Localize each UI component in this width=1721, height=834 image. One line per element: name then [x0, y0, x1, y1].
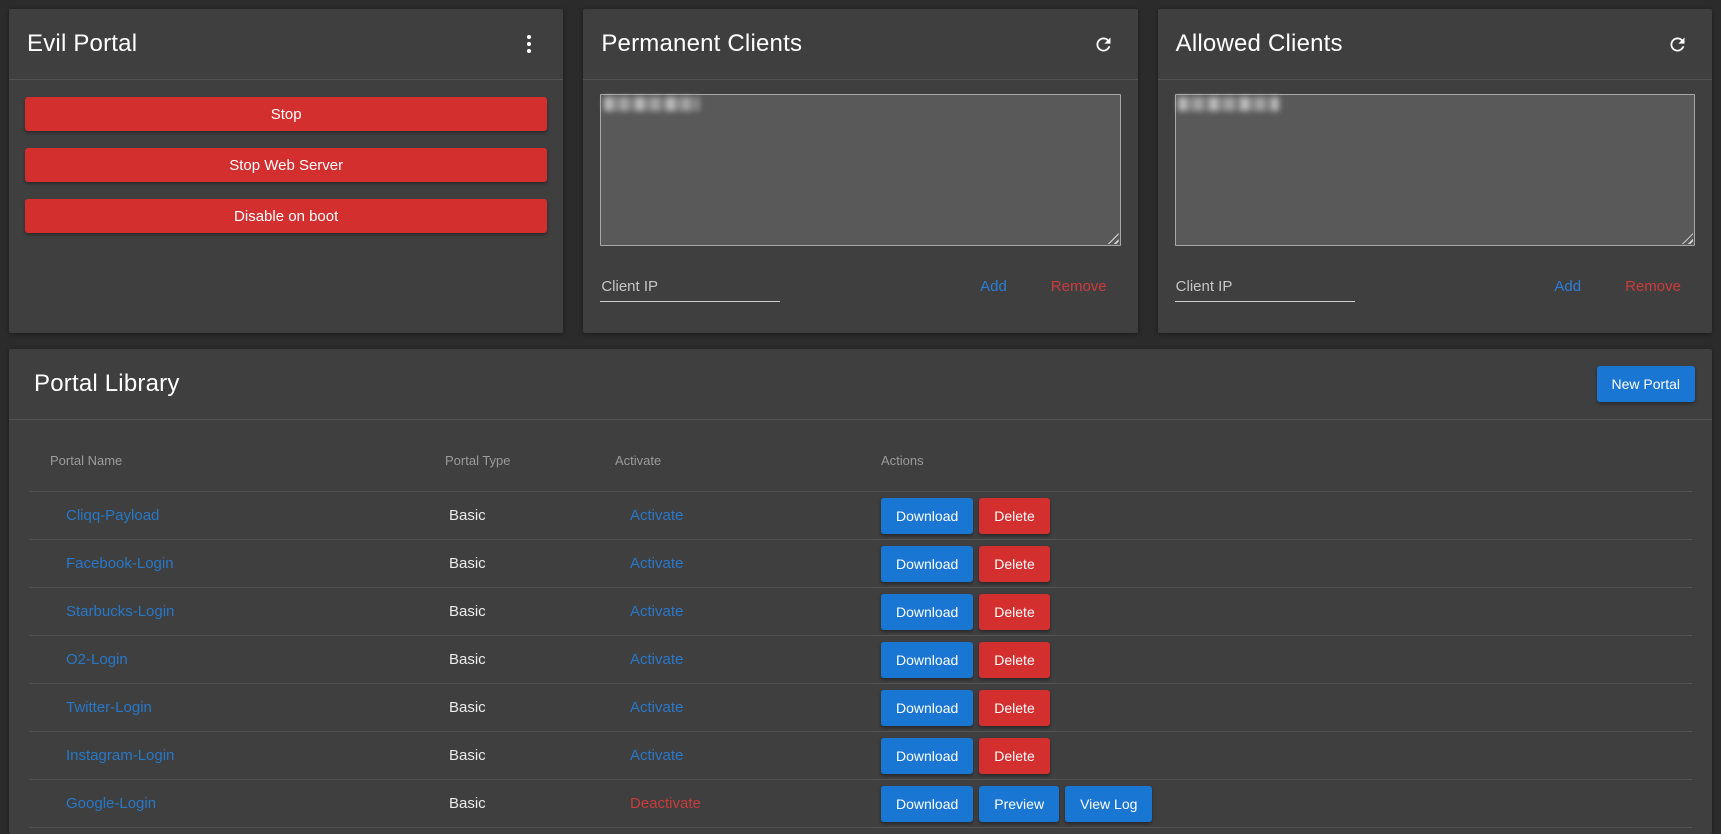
actions-cell: Download Preview View Log — [881, 785, 1692, 822]
actions-cell: Download Delete — [881, 593, 1692, 630]
table-row: Instagram-Login Basic Activate Download D… — [29, 732, 1692, 780]
portal-type-cell: Basic — [449, 507, 486, 524]
evil-portal-header: Evil Portal — [9, 9, 564, 80]
portal-type-cell: Basic — [449, 747, 486, 764]
portal-type-cell: Basic — [449, 795, 486, 812]
download-button[interactable]: Download — [881, 737, 974, 774]
table-row: Twitter-Login Basic Activate Download Del… — [29, 684, 1692, 732]
portal-type-cell: Basic — [449, 699, 486, 716]
download-button[interactable]: Download — [881, 497, 974, 534]
actions-cell: Download Delete — [881, 497, 1692, 534]
table-row: Cliqq-Payload Basic Activate Download Del… — [29, 492, 1692, 540]
allowed-remove-link[interactable]: Remove — [1625, 278, 1681, 295]
top-row: Evil Portal Stop Stop Web Server Disable… — [9, 9, 1712, 333]
activate-link[interactable]: Activate — [630, 507, 684, 524]
stop-button[interactable]: Stop — [25, 97, 548, 131]
stop-web-server-button[interactable]: Stop Web Server — [25, 148, 548, 182]
delete-button[interactable]: Delete — [979, 545, 1050, 582]
table-row: O2-Login Basic Activate Download Delete — [29, 636, 1692, 684]
disable-on-boot-button[interactable]: Disable on boot — [25, 199, 548, 233]
activate-link[interactable]: Activate — [630, 555, 684, 572]
column-header-actions: Actions — [881, 453, 924, 468]
allowed-clients-list[interactable] — [1174, 94, 1695, 246]
delete-button[interactable]: Delete — [979, 641, 1050, 678]
portal-table: Portal Name Portal Type Activate Actions… — [29, 420, 1692, 828]
kebab-menu-icon — [527, 35, 532, 53]
download-button[interactable]: Download — [881, 689, 974, 726]
resize-handle[interactable] — [1681, 233, 1693, 244]
redacted-client-ip — [604, 97, 700, 111]
refresh-allowed-clients-button[interactable] — [1658, 24, 1698, 64]
table-row: Starbucks-Login Basic Activate Download D… — [29, 588, 1692, 636]
download-button[interactable]: Download — [881, 593, 974, 630]
allowed-clients-body: Add Remove — [1158, 80, 1712, 302]
evil-portal-card: Evil Portal Stop Stop Web Server Disable… — [9, 9, 564, 333]
activate-link[interactable]: Activate — [630, 651, 684, 668]
delete-button[interactable]: Delete — [979, 497, 1050, 534]
portal-library-title: Portal Library — [34, 370, 180, 397]
refresh-icon — [1670, 36, 1685, 51]
view-log-button[interactable]: View Log — [1065, 785, 1153, 822]
actions-cell: Download Delete — [881, 641, 1692, 678]
portal-table-body: Cliqq-Payload Basic Activate Download Del… — [29, 492, 1692, 828]
permanent-remove-link[interactable]: Remove — [1050, 278, 1107, 295]
portal-name-link[interactable]: Twitter-Login — [66, 699, 152, 716]
activate-link[interactable]: Activate — [630, 699, 684, 716]
download-button[interactable]: Download — [881, 785, 974, 822]
portal-type-cell: Basic — [449, 555, 486, 572]
portal-type-cell: Basic — [449, 603, 486, 620]
portal-table-header-row: Portal Name Portal Type Activate Actions — [29, 420, 1692, 492]
portal-library-card: Portal Library New Portal Portal Name Po… — [9, 349, 1712, 834]
activate-link[interactable]: Activate — [630, 747, 684, 764]
download-button[interactable]: Download — [881, 641, 974, 678]
refresh-icon — [1096, 36, 1111, 51]
portal-name-link[interactable]: Facebook-Login — [66, 555, 174, 572]
permanent-clients-card: Permanent Clients Add Remov — [583, 9, 1138, 333]
actions-cell: Download Delete — [881, 689, 1692, 726]
portal-name-link[interactable]: Cliqq-Payload — [66, 507, 160, 524]
delete-button[interactable]: Delete — [979, 737, 1050, 774]
permanent-client-ip-input[interactable] — [600, 276, 781, 302]
allowed-clients-title: Allowed Clients — [1175, 30, 1343, 57]
portal-library-header: Portal Library New Portal — [9, 349, 1712, 420]
delete-button[interactable]: Delete — [979, 689, 1050, 726]
portal-name-link[interactable]: O2-Login — [66, 651, 128, 668]
activate-link[interactable]: Deactivate — [630, 795, 701, 812]
table-row: Facebook-Login Basic Activate Download De… — [29, 540, 1692, 588]
actions-cell: Download Delete — [881, 545, 1692, 582]
redacted-client-ip — [1177, 97, 1279, 111]
allowed-clients-card: Allowed Clients Add Remove — [1157, 9, 1712, 333]
preview-button[interactable]: Preview — [979, 785, 1060, 822]
allowed-clients-header: Allowed Clients — [1157, 9, 1712, 80]
permanent-clients-title: Permanent Clients — [601, 30, 803, 57]
activate-link[interactable]: Activate — [630, 603, 684, 620]
resize-handle[interactable] — [1107, 233, 1119, 244]
column-header-portal-type: Portal Type — [445, 453, 511, 468]
permanent-clients-list[interactable] — [600, 94, 1121, 246]
download-button[interactable]: Download — [881, 545, 974, 582]
portal-type-cell: Basic — [449, 651, 486, 668]
allowed-client-ip-input[interactable] — [1174, 276, 1355, 302]
delete-button[interactable]: Delete — [979, 593, 1050, 630]
table-row: Google-Login Basic Deactivate Download Pr… — [29, 780, 1692, 828]
portal-name-link[interactable]: Instagram-Login — [66, 747, 175, 764]
permanent-clients-header: Permanent Clients — [583, 9, 1138, 80]
permanent-clients-body: Add Remove — [583, 80, 1137, 302]
kebab-menu-button[interactable] — [509, 24, 549, 64]
permanent-add-link[interactable]: Add — [980, 278, 1007, 295]
new-portal-button[interactable]: New Portal — [1596, 366, 1695, 402]
allowed-add-link[interactable]: Add — [1554, 278, 1582, 295]
portal-name-link[interactable]: Starbucks-Login — [66, 603, 175, 620]
column-header-portal-name: Portal Name — [50, 453, 123, 468]
column-header-activate: Activate — [615, 453, 662, 468]
portal-name-link[interactable]: Google-Login — [66, 795, 157, 812]
evil-portal-title: Evil Portal — [27, 30, 138, 57]
actions-cell: Download Delete — [881, 737, 1692, 774]
evil-portal-body: Stop Stop Web Server Disable on boot — [9, 80, 563, 267]
refresh-permanent-clients-button[interactable] — [1084, 24, 1124, 64]
